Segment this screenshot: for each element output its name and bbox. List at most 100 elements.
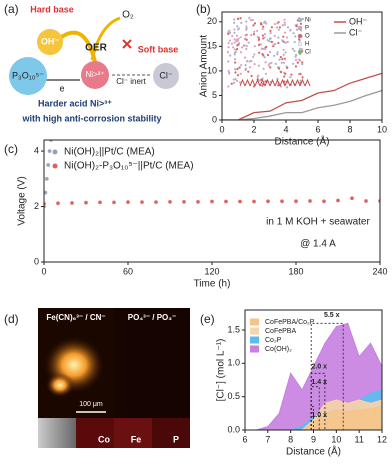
atom (241, 46, 244, 49)
atom (279, 56, 282, 59)
atom (231, 34, 234, 38)
atom (264, 47, 267, 51)
x-tick-label: 8 (347, 124, 352, 134)
atom (227, 69, 230, 73)
atom (282, 48, 285, 52)
atom (256, 29, 259, 32)
atom (226, 51, 230, 54)
atom (261, 27, 264, 31)
inset-legend-label: Cl (305, 50, 311, 56)
image (152, 418, 190, 448)
atom (286, 26, 290, 29)
text: OH⁻ (41, 36, 60, 46)
atom (259, 43, 263, 46)
image (114, 418, 152, 448)
atom (235, 34, 239, 37)
x-tick-label: 6 (242, 434, 247, 444)
p3o10-ion (9, 57, 47, 95)
atom (265, 45, 268, 49)
slab (239, 78, 246, 87)
atom (300, 48, 304, 51)
atom (248, 16, 251, 20)
point (265, 199, 271, 204)
atom (267, 64, 270, 67)
annotation: 2.0 x (311, 364, 327, 371)
atom (257, 43, 261, 46)
plot-area (44, 140, 380, 209)
point (83, 200, 89, 205)
atom (285, 36, 289, 39)
atom (244, 63, 247, 67)
atom (280, 61, 283, 64)
x-tick-label: 180 (288, 266, 303, 276)
image-feature (46, 373, 74, 397)
panel-label: (a) (4, 2, 19, 16)
x-tick-label: 10 (331, 434, 341, 444)
plot-area (245, 322, 382, 430)
atom (252, 55, 255, 59)
slab (304, 78, 311, 87)
x-tick-label: 6 (315, 124, 320, 134)
x-axis-label: Distance (Å) (274, 135, 329, 148)
atom (258, 51, 261, 54)
atom (269, 29, 272, 32)
atom (268, 62, 271, 65)
legend-label: CoFePBA/Co₂P (265, 319, 315, 326)
text: Cl⁻ inert (116, 77, 146, 86)
inset-legend-dot (297, 41, 303, 47)
atom (263, 56, 266, 59)
atom (256, 35, 259, 39)
text: P₃O₁₀⁵⁻ (12, 70, 44, 80)
atom (294, 55, 297, 58)
y-tick-label: 1.0 (227, 358, 240, 368)
atom (295, 28, 299, 31)
axes-frame (221, 11, 383, 121)
cl-ion (153, 63, 179, 89)
atom (234, 68, 237, 71)
atom (257, 74, 260, 77)
point (44, 176, 49, 181)
point (209, 199, 215, 204)
atom (286, 66, 289, 70)
text: with high anti-corrosion stability (21, 113, 161, 123)
atom (292, 32, 295, 35)
atom (276, 53, 279, 56)
slab (244, 78, 251, 87)
atom (295, 25, 298, 28)
atom (293, 41, 296, 44)
y-tick-label: 0 (34, 256, 39, 266)
point (47, 148, 52, 154)
atom (232, 81, 236, 84)
y-tick-label: 5 (212, 90, 217, 100)
slab (269, 78, 276, 87)
diagram: Hard base OH⁻ O₂ OER Soft base P₃O₁₀⁵⁻ N… (9, 4, 179, 123)
atom (269, 31, 272, 35)
legend-swatch (250, 318, 259, 326)
atom (253, 30, 256, 33)
atom (232, 46, 235, 49)
point (237, 199, 243, 204)
x-tick-label: 12 (377, 434, 387, 444)
atom (229, 54, 232, 57)
atom (275, 26, 279, 29)
legend-label: CoFePBA (265, 328, 296, 335)
legend-label: Cl⁻ (349, 27, 362, 37)
atom (278, 58, 281, 61)
point (349, 196, 355, 201)
text: Cl⁻ (159, 70, 172, 80)
atom (261, 77, 264, 80)
atom (277, 41, 280, 45)
point (125, 199, 131, 205)
x-tick-label: 4 (283, 124, 288, 134)
atom (272, 54, 276, 57)
atom (273, 34, 276, 37)
atom (286, 40, 289, 43)
atom (245, 20, 248, 23)
atom (227, 31, 230, 34)
atom (264, 72, 267, 75)
annotation: 1.0 x (311, 412, 327, 419)
annotation: in 1 M KOH + seawater (266, 217, 370, 228)
atom (263, 36, 266, 39)
atom (270, 40, 273, 43)
point (363, 198, 369, 204)
